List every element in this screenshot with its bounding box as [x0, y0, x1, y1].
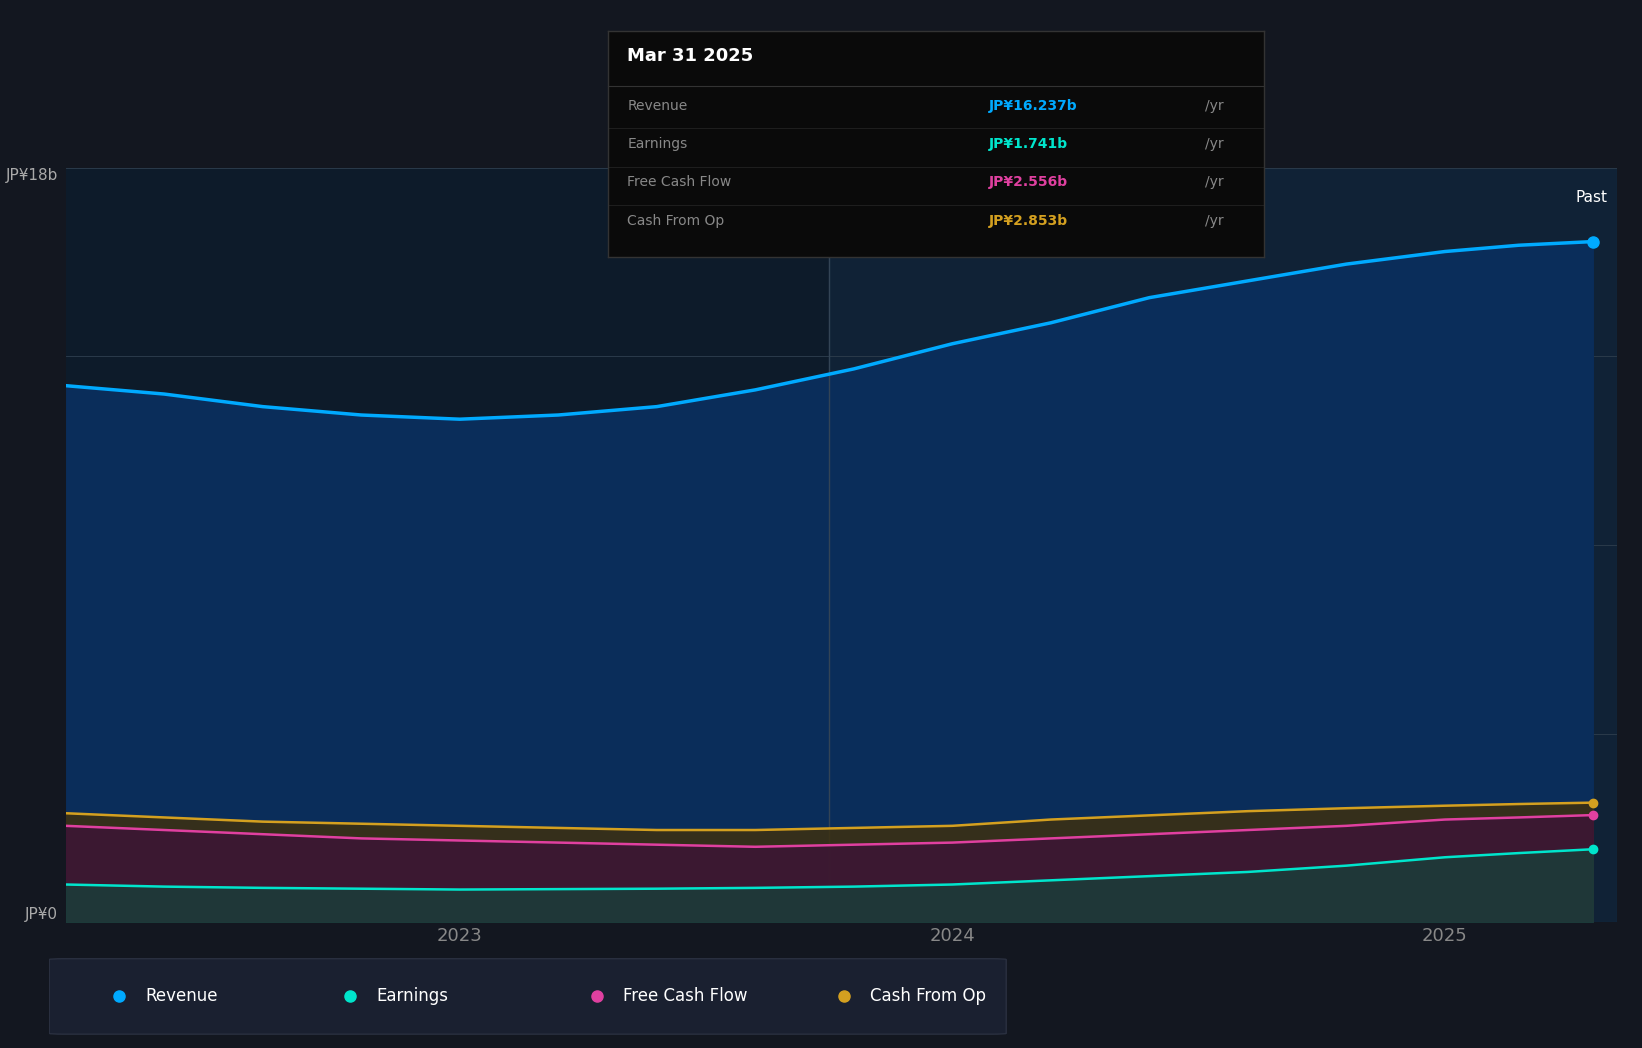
Text: Past: Past — [1576, 191, 1608, 205]
Text: JP¥1.741b: JP¥1.741b — [988, 137, 1067, 151]
Text: JP¥16.237b: JP¥16.237b — [988, 99, 1077, 113]
Text: /yr: /yr — [1205, 99, 1223, 113]
Text: Earnings: Earnings — [376, 986, 448, 1005]
Text: JP¥2.853b: JP¥2.853b — [988, 214, 1067, 227]
Text: /yr: /yr — [1205, 175, 1223, 190]
Text: Cash From Op: Cash From Op — [627, 214, 724, 227]
Bar — [829, 168, 1617, 922]
Text: Revenue: Revenue — [144, 986, 217, 1005]
Text: JP¥2.556b: JP¥2.556b — [988, 175, 1067, 190]
Text: Free Cash Flow: Free Cash Flow — [624, 986, 749, 1005]
Text: Earnings: Earnings — [627, 137, 688, 151]
Text: JP¥18b: JP¥18b — [5, 168, 57, 182]
Text: /yr: /yr — [1205, 137, 1223, 151]
Text: Revenue: Revenue — [627, 99, 688, 113]
Text: /yr: /yr — [1205, 214, 1223, 227]
Text: Free Cash Flow: Free Cash Flow — [627, 175, 731, 190]
FancyBboxPatch shape — [49, 959, 1007, 1034]
Text: JP¥0: JP¥0 — [25, 908, 57, 922]
Text: Cash From Op: Cash From Op — [870, 986, 987, 1005]
Text: Mar 31 2025: Mar 31 2025 — [627, 47, 754, 65]
